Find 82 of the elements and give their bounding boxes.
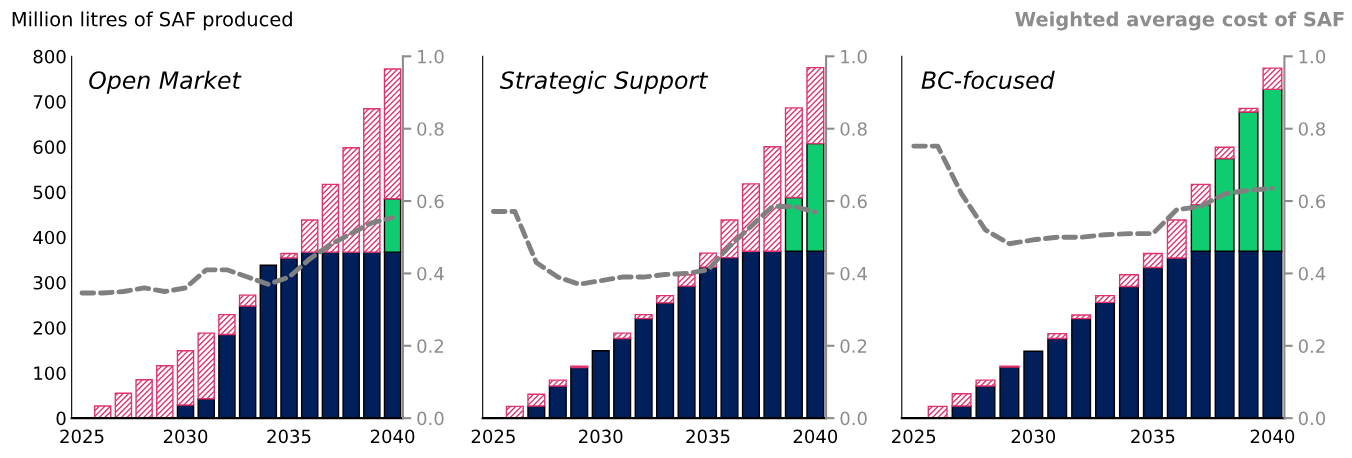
x-tick-label: 2035: [1131, 429, 1175, 444]
bar: [1142, 252, 1163, 269]
bar: [114, 392, 133, 419]
x-tick-label: 2030: [579, 429, 623, 444]
y-axis-title: Million litres of SAF produced: [12, 11, 292, 31]
y-tick-label: 400: [33, 230, 66, 245]
bar: [656, 294, 675, 304]
bar: [806, 66, 825, 145]
x-tick-label: 2025: [471, 429, 515, 444]
bar: [527, 393, 546, 407]
bar: [383, 68, 402, 200]
bar: [613, 332, 632, 340]
text: Strategic Support: [499, 70, 709, 94]
y2-tick-label: 0.6: [417, 194, 444, 209]
y-tick-label: 200: [33, 321, 66, 335]
bar: [1118, 274, 1139, 288]
bar: [342, 146, 360, 253]
x-tick-label: 2040: [793, 429, 838, 444]
bar: [197, 332, 215, 400]
bar: [1095, 294, 1116, 304]
bar: [763, 146, 782, 252]
bar: [741, 183, 761, 252]
y2-tick-label: 1.0: [418, 49, 444, 64]
text: Open Market: [89, 70, 242, 94]
bar: [951, 393, 972, 407]
y2-tick-label: 0.0: [840, 411, 867, 426]
bar: [218, 313, 236, 336]
bar: [176, 350, 195, 406]
x-tick-label: 2025: [892, 429, 936, 444]
x-tick-label: 2040: [1250, 429, 1295, 444]
bar: [975, 379, 996, 387]
y2-tick-label: 0.8: [1298, 122, 1326, 136]
y-tick-label: 600: [33, 140, 66, 154]
x-tick-label: 2035: [267, 429, 311, 444]
bar: [280, 252, 298, 259]
line-series: [911, 143, 1275, 247]
x-tick-label: 2030: [1011, 429, 1056, 444]
y2-tick-label: 0.6: [840, 194, 867, 209]
bar: [784, 107, 803, 199]
bar: [156, 364, 174, 419]
bar: [1238, 107, 1259, 113]
y2-tick-label: 0.0: [417, 411, 444, 426]
bar: [135, 379, 153, 419]
y-tick-label: 100: [34, 366, 66, 381]
bar: [1262, 67, 1283, 91]
y-tick-label: 700: [33, 95, 66, 109]
y2-tick-label: 0.8: [417, 122, 444, 136]
line-series: [79, 215, 395, 296]
y2-tick-label: 0.2: [1298, 339, 1325, 353]
y-tick-label: 0: [56, 411, 66, 426]
bar: [321, 183, 340, 253]
bar: [634, 313, 653, 320]
line-series: [490, 204, 818, 287]
y2-tick-label: 0.4: [417, 266, 444, 281]
bar: [677, 274, 696, 287]
y-tick-label: 500: [33, 185, 66, 200]
y2-tick-label: 0.4: [1298, 266, 1326, 281]
y2-tick-label: 0.2: [840, 339, 867, 353]
y2-tick-label: 0.0: [1298, 411, 1326, 426]
y2-axis-title: Weighted average cost of SAF: [1015, 11, 1344, 31]
text: BC-focused: [921, 70, 1055, 90]
y2-tick-label: 0.4: [840, 266, 867, 281]
y2-tick-label: 0.6: [1298, 194, 1326, 209]
y-tick-label: 800: [33, 49, 66, 64]
bar: [1214, 146, 1235, 160]
bar: [300, 219, 319, 253]
bar: [93, 405, 112, 419]
bar: [238, 294, 257, 307]
bar: [1166, 219, 1187, 259]
y2-tick-label: 0.2: [417, 339, 443, 353]
bar: [363, 108, 381, 253]
y2-tick-label: 0.8: [840, 122, 867, 136]
y2-tick-label: 1.0: [1299, 49, 1326, 64]
x-tick-label: 2035: [686, 429, 730, 444]
bar: [1047, 332, 1068, 340]
y-tick-label: 300: [33, 275, 66, 290]
x-tick-label: 2030: [163, 429, 208, 444]
bar: [548, 379, 567, 387]
bar: [1071, 314, 1092, 320]
x-tick-label: 2040: [370, 429, 415, 444]
y2-tick-label: 1.0: [841, 49, 867, 64]
x-tick-label: 2025: [60, 429, 104, 444]
